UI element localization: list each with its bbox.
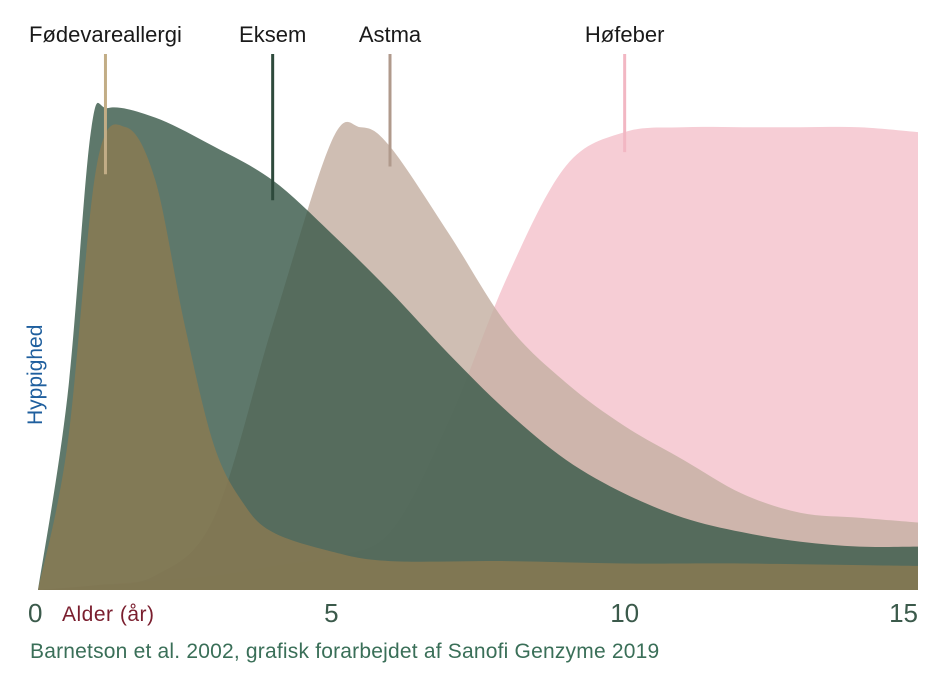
x-axis-label: Alder (år) bbox=[62, 603, 155, 626]
area-eksem bbox=[38, 102, 918, 590]
series-labels: Høfeber Astma Eksem Fødevareallergi bbox=[29, 22, 664, 47]
area-fodevareallergi bbox=[38, 124, 918, 591]
series-label-astma: Astma bbox=[359, 22, 422, 47]
series-areas bbox=[38, 102, 918, 591]
series-label-hofeber: Høfeber bbox=[585, 22, 664, 47]
series-label-lines bbox=[103, 54, 627, 201]
x-tick-label: 0 bbox=[28, 598, 42, 628]
series-label-eksem: Eksem bbox=[239, 22, 306, 47]
y-axis-label: Hyppighed bbox=[24, 325, 47, 425]
x-tick-labels: 0 5 10 15 bbox=[28, 598, 918, 628]
x-tick-label: 15 bbox=[889, 598, 918, 628]
source-note: Barnetson et al. 2002, grafisk forarbejd… bbox=[30, 640, 660, 663]
x-tick-label: 5 bbox=[324, 598, 338, 628]
x-tick-label: 10 bbox=[610, 598, 639, 628]
series-label-fodevareallergi: Fødevareallergi bbox=[29, 22, 182, 47]
